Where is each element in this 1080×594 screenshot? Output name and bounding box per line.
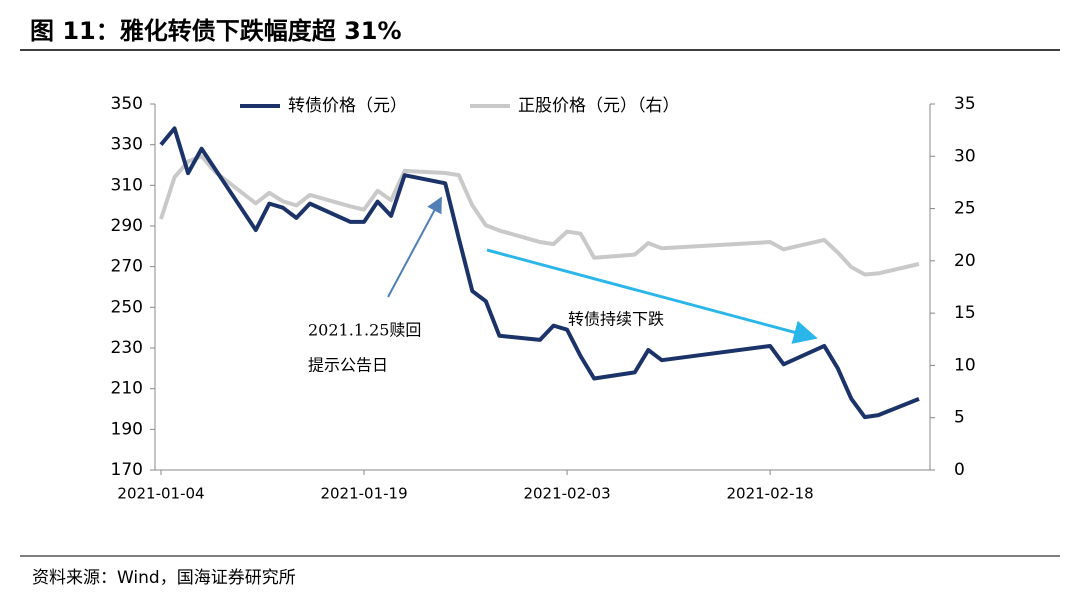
y2-tick-label: 10	[954, 355, 976, 375]
y-tick-label: 350	[111, 94, 143, 114]
y2-tick-label: 25	[954, 199, 976, 219]
y-tick-label: 270	[111, 257, 143, 277]
y2-tick-label: 0	[954, 460, 965, 480]
chart-title: 图 11：雅化转债下跌幅度超 31%	[30, 17, 402, 45]
y2-tick-label: 15	[954, 303, 976, 323]
annotation: 提示公告日	[308, 356, 388, 375]
y-tick-label: 190	[111, 419, 143, 439]
y-tick-label: 310	[111, 175, 143, 195]
y2-tick-label: 20	[954, 251, 976, 271]
y2-tick-label: 5	[954, 408, 965, 428]
x-tick-label: 2021-02-03	[523, 485, 610, 503]
annotation: 转债持续下跌	[568, 310, 664, 329]
source: 资料来源：Wind，国海证券研究所	[32, 568, 296, 588]
y-tick-label: 210	[111, 379, 143, 399]
annotation-arrow	[387, 196, 442, 298]
y-tick-label: 290	[111, 216, 143, 236]
legend-label: 转债价格（元）	[288, 96, 407, 116]
y-tick-label: 250	[111, 297, 143, 317]
x-tick-label: 2021-01-19	[320, 485, 407, 503]
y2-tick-label: 35	[954, 94, 976, 114]
y2-tick-label: 30	[954, 146, 976, 166]
x-tick-label: 2021-01-04	[117, 485, 204, 503]
y-tick-label: 170	[111, 460, 143, 480]
trend-arrow	[486, 248, 818, 344]
legend-label: 正股价格（元）（右）	[518, 96, 680, 116]
y-tick-label: 330	[111, 135, 143, 155]
x-tick-label: 2021-02-18	[727, 485, 814, 503]
annotation: 2021.1.25赎回	[308, 321, 421, 340]
y-tick-label: 230	[111, 338, 143, 358]
series-line	[159, 154, 920, 277]
series-line	[159, 126, 920, 420]
